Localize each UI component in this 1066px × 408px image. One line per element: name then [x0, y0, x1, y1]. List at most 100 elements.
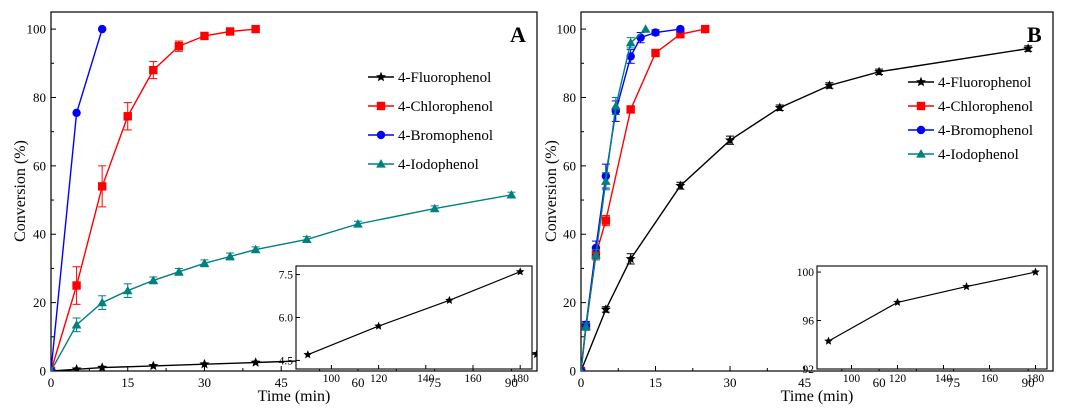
- data-point: [651, 28, 660, 37]
- x-tick-label: 15: [121, 375, 134, 390]
- y-axis-title: Conversion (%): [543, 140, 560, 242]
- data-point: [625, 37, 636, 47]
- legend-label: 4-Fluorophenol: [938, 75, 1031, 91]
- x-tick-label: 60: [873, 375, 886, 390]
- data-point: [71, 320, 82, 329]
- data-point: [429, 203, 440, 213]
- data-point: [601, 176, 611, 185]
- data-point: [72, 108, 81, 118]
- x-tick-label: 0: [48, 375, 55, 390]
- y-tick-label: 100: [557, 22, 577, 37]
- inset-plot: 100 120 140 160 180 92 96 100: [797, 265, 1048, 385]
- y-tick-label: 100: [27, 22, 47, 37]
- legend-label: 4-Bromophenol: [938, 123, 1033, 139]
- data-point: [71, 364, 82, 371]
- data-point: [97, 24, 107, 34]
- inset-series-line: [307, 271, 521, 356]
- x-tick-label: 45: [798, 375, 811, 390]
- plot-frame: [580, 11, 1054, 372]
- inset-data-point: [515, 267, 525, 276]
- data-point: [824, 80, 835, 90]
- y-tick-label: 80: [33, 90, 46, 105]
- data-point: [72, 281, 81, 290]
- data-point: [874, 66, 885, 77]
- data-point: [506, 190, 517, 199]
- inset-data-point: [824, 336, 833, 345]
- legend-label: 4-Bromophenol: [398, 128, 493, 144]
- legend-entry-chlorophenol: 4-Chlorophenol: [938, 99, 1033, 115]
- x-tick-label: 75: [428, 375, 441, 390]
- legend-label: 4-Chlorophenol: [398, 99, 493, 115]
- plot-area: [51, 24, 537, 371]
- x-tick-label: 45: [275, 375, 288, 390]
- legend-entry-fluorophenol: 4-Fluorophenol: [398, 70, 491, 86]
- inset-y-tick-label: 92: [803, 364, 815, 376]
- data-point: [581, 321, 591, 331]
- data-point: [123, 112, 132, 121]
- inset-y-tick-label: 100: [797, 267, 815, 279]
- y-tick-label: 60: [563, 158, 576, 173]
- data-point: [225, 27, 235, 36]
- legend-marker: [376, 130, 386, 140]
- legend-marker: [916, 125, 926, 135]
- y-axis-title: Conversion (%): [12, 140, 29, 242]
- inset-y-tick-label: 96: [803, 316, 815, 328]
- inset-x-tick-label: 160: [464, 373, 482, 385]
- panel-b: B Time (min) Conversion (%) 4-Fluorophen…: [543, 11, 1054, 405]
- data-point: [725, 134, 736, 145]
- legend-marker: [376, 101, 386, 111]
- data-point: [250, 357, 261, 367]
- panel-label: A: [510, 22, 526, 47]
- data-point: [676, 24, 685, 34]
- x-tick-label: 75: [947, 375, 960, 390]
- x-tick-label: 30: [198, 375, 211, 390]
- inset-x-tick-label: 100: [323, 373, 341, 385]
- plot-area: [581, 24, 1034, 371]
- data-point: [601, 216, 611, 225]
- legend-marker: [376, 71, 386, 82]
- inset-data-point: [303, 350, 313, 359]
- inset-x-tick-label: 120: [889, 373, 907, 385]
- legend-entry-fluorophenol: 4-Fluorophenol: [938, 75, 1031, 91]
- inset-plot: 100 120 140 160 180 4.5 6.0 7.5: [279, 265, 533, 385]
- data-point: [199, 258, 210, 267]
- inset-x-tick-label: 140: [417, 373, 435, 385]
- inset-y-tick-label: 6.0: [279, 313, 294, 325]
- y-tick-label: 20: [33, 295, 46, 310]
- inset-data-point: [893, 297, 902, 306]
- x-tick-label: 60: [351, 375, 364, 390]
- data-point: [250, 244, 261, 254]
- inset-y-tick-label: 7.5: [279, 270, 294, 282]
- inset-x-tick-label: 180: [512, 373, 530, 385]
- data-point: [301, 234, 312, 243]
- inset-data-point: [445, 295, 454, 304]
- data-point: [97, 182, 107, 191]
- data-point: [97, 362, 108, 371]
- legend-label: 4-Chlorophenol: [938, 99, 1033, 115]
- data-point: [625, 253, 636, 264]
- legend-marker: [916, 149, 926, 158]
- data-point: [774, 102, 785, 112]
- x-tick-label: 30: [724, 375, 737, 390]
- data-point: [610, 101, 621, 110]
- x-tick-label: 0: [578, 375, 585, 390]
- legend-entry-bromophenol: 4-Bromophenol: [398, 128, 493, 144]
- inset-data-point: [374, 321, 383, 330]
- series-line: [581, 28, 681, 371]
- legend-entry-iodophenol: 4-Iodophenol: [938, 147, 1019, 163]
- legend: 4-Fluorophenol 4-Chlorophenol 4-Bromophe…: [908, 75, 1033, 163]
- data-point: [701, 24, 710, 34]
- data-point: [626, 105, 635, 114]
- x-tick-label: 90: [1022, 375, 1035, 390]
- inset-x-tick-label: 140: [935, 373, 953, 385]
- x-tick-label: 90: [505, 375, 518, 390]
- data-point: [636, 33, 645, 42]
- y-tick-label: 40: [563, 227, 576, 242]
- y-tick-label: 0: [40, 364, 47, 379]
- legend-entry-iodophenol: 4-Iodophenol: [398, 157, 479, 173]
- legend: 4-Fluorophenol 4-Chlorophenol 4-Bromophe…: [368, 70, 493, 173]
- y-tick-label: 60: [33, 158, 46, 173]
- data-point: [148, 360, 159, 371]
- legend-label: 4-Iodophenol: [398, 157, 479, 173]
